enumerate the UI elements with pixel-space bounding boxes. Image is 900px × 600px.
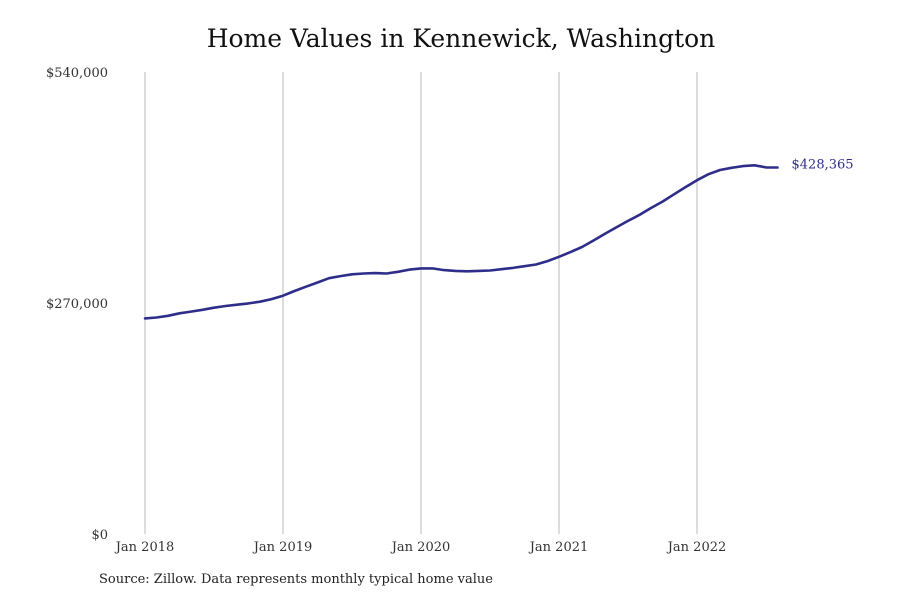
y-tick-label: $0 [91,528,108,543]
end-value-label: $428,365 [792,158,854,173]
x-tick-label: Jan 2019 [252,540,313,555]
x-axis-labels: Jan 2018 Jan 2019 Jan 2020 Jan 2021 Jan 2022 [114,540,727,555]
chart-title: Home Values in Kennewick, Washington [206,24,716,53]
plot-area [143,164,779,320]
x-tick-label: Jan 2018 [114,540,175,555]
source-note: Source: Zillow. Data represents monthly … [99,572,493,587]
y-tick-label: $540,000 [46,66,108,81]
data-labels: $428,365 [792,158,854,173]
grid-lines [144,72,698,534]
x-tick-label: Jan 2022 [666,540,727,555]
series-line [143,164,779,320]
x-tick-label: Jan 2021 [528,540,589,555]
x-tick-label: Jan 2020 [390,540,451,555]
y-axis-labels: $0 $270,000 $540,000 [46,66,108,543]
y-tick-label: $270,000 [46,297,108,312]
